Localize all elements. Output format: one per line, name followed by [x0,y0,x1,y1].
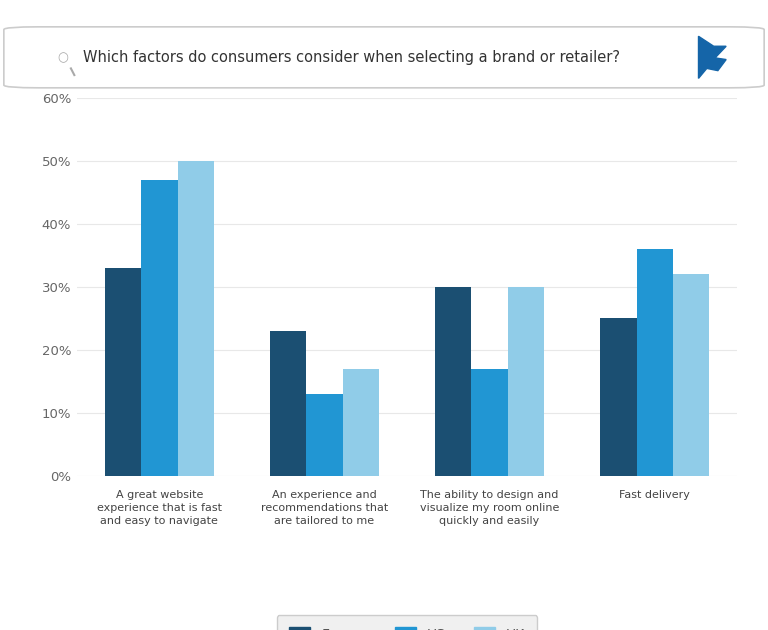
Bar [472,369,508,476]
Bar [141,180,177,476]
Bar [105,268,141,476]
Bar [673,274,709,476]
Bar [343,369,379,476]
Legend: France, US, UK: France, US, UK [276,615,538,630]
Bar [601,318,637,476]
Bar [177,161,214,476]
Bar [508,287,544,476]
Text: ○: ○ [57,51,68,64]
Bar [270,331,306,476]
Bar [306,394,343,476]
FancyBboxPatch shape [4,27,764,88]
Polygon shape [699,37,727,78]
Bar [637,249,673,476]
Text: Which factors do consumers consider when selecting a brand or retailer?: Which factors do consumers consider when… [83,50,621,65]
Bar [435,287,472,476]
